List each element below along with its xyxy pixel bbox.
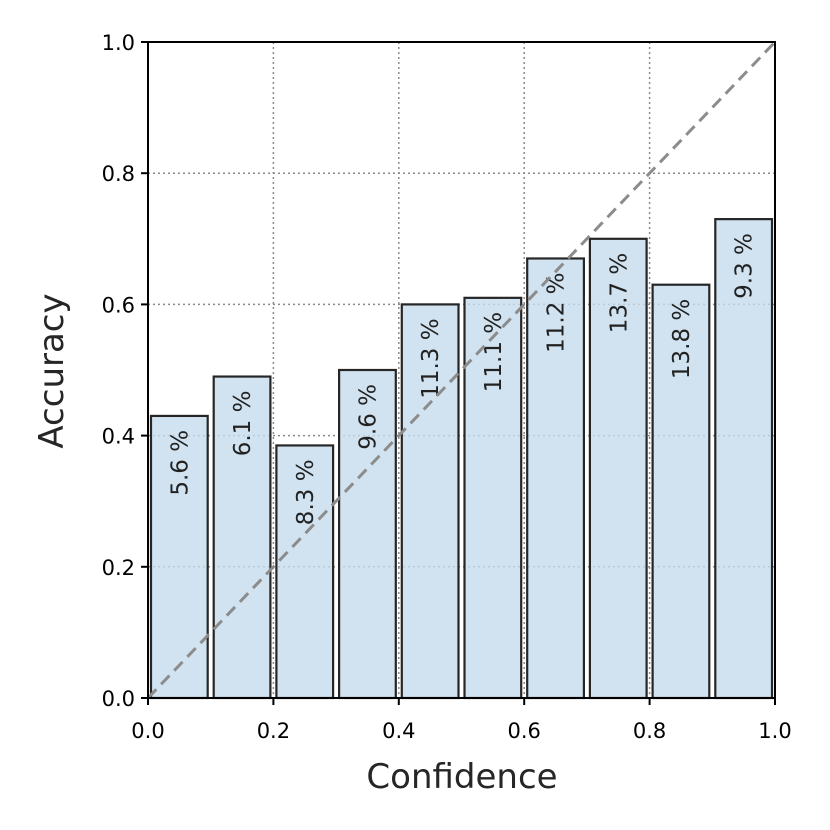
bar-bin-3 bbox=[275, 444, 335, 700]
bar-bin-5 bbox=[400, 303, 460, 700]
bar-label-bin-8: 13.7 % bbox=[606, 253, 632, 333]
y-tick-label: 0.6 bbox=[102, 293, 135, 317]
y-tick-label: 0.8 bbox=[102, 162, 135, 186]
bars-layer: 5.6 % 6.1 % 8.3 % 9.6 % 11.3 % 11.1 % 11.2 % 13… bbox=[149, 218, 774, 700]
x-axis-title: Confidence bbox=[366, 757, 557, 797]
y-tick-label: 0.0 bbox=[102, 687, 135, 711]
x-tick-label: 0.8 bbox=[633, 719, 666, 743]
x-tick-label: 0.0 bbox=[131, 719, 164, 743]
x-tick-label: 0.6 bbox=[507, 719, 540, 743]
bar-label-bin-1: 5.6 % bbox=[167, 430, 193, 496]
bar-label-bin-6: 11.1 % bbox=[481, 312, 507, 392]
y-tick-label: 1.0 bbox=[102, 31, 135, 55]
x-tick-label: 0.4 bbox=[382, 719, 415, 743]
y-axis-title: Accuracy bbox=[32, 293, 72, 448]
y-tick-label: 0.4 bbox=[102, 425, 135, 449]
bar-label-bin-2: 6.1 % bbox=[230, 391, 256, 457]
x-tick-label: 1.0 bbox=[758, 719, 791, 743]
bar-bin-1 bbox=[149, 414, 209, 700]
bar-bin-4 bbox=[338, 368, 397, 700]
bar-label-bin-9: 13.8 % bbox=[669, 299, 695, 379]
plot-frame bbox=[147, 41, 776, 699]
bar-bin-2 bbox=[212, 375, 272, 700]
x-tick-label: 0.2 bbox=[257, 719, 290, 743]
bar-label-bin-5: 11.3 % bbox=[418, 318, 444, 398]
bar-bin-6 bbox=[463, 296, 523, 700]
bar-label-bin-7: 11.2 % bbox=[544, 272, 570, 352]
bar-label-bin-3: 8.3 % bbox=[293, 459, 319, 525]
axes-frame bbox=[147, 41, 776, 699]
y-tick-label: 0.2 bbox=[102, 556, 135, 580]
bar-bin-7 bbox=[526, 257, 586, 700]
ticks-layer: 0.0 0.2 0.4 0.6 0.8 1.0 0.0 0.2 0.4 0.6 0.8 1.0 bbox=[102, 31, 792, 743]
bar-label-bin-10: 9.3 % bbox=[732, 233, 758, 299]
bar-label-bin-4: 9.6 % bbox=[355, 384, 381, 450]
